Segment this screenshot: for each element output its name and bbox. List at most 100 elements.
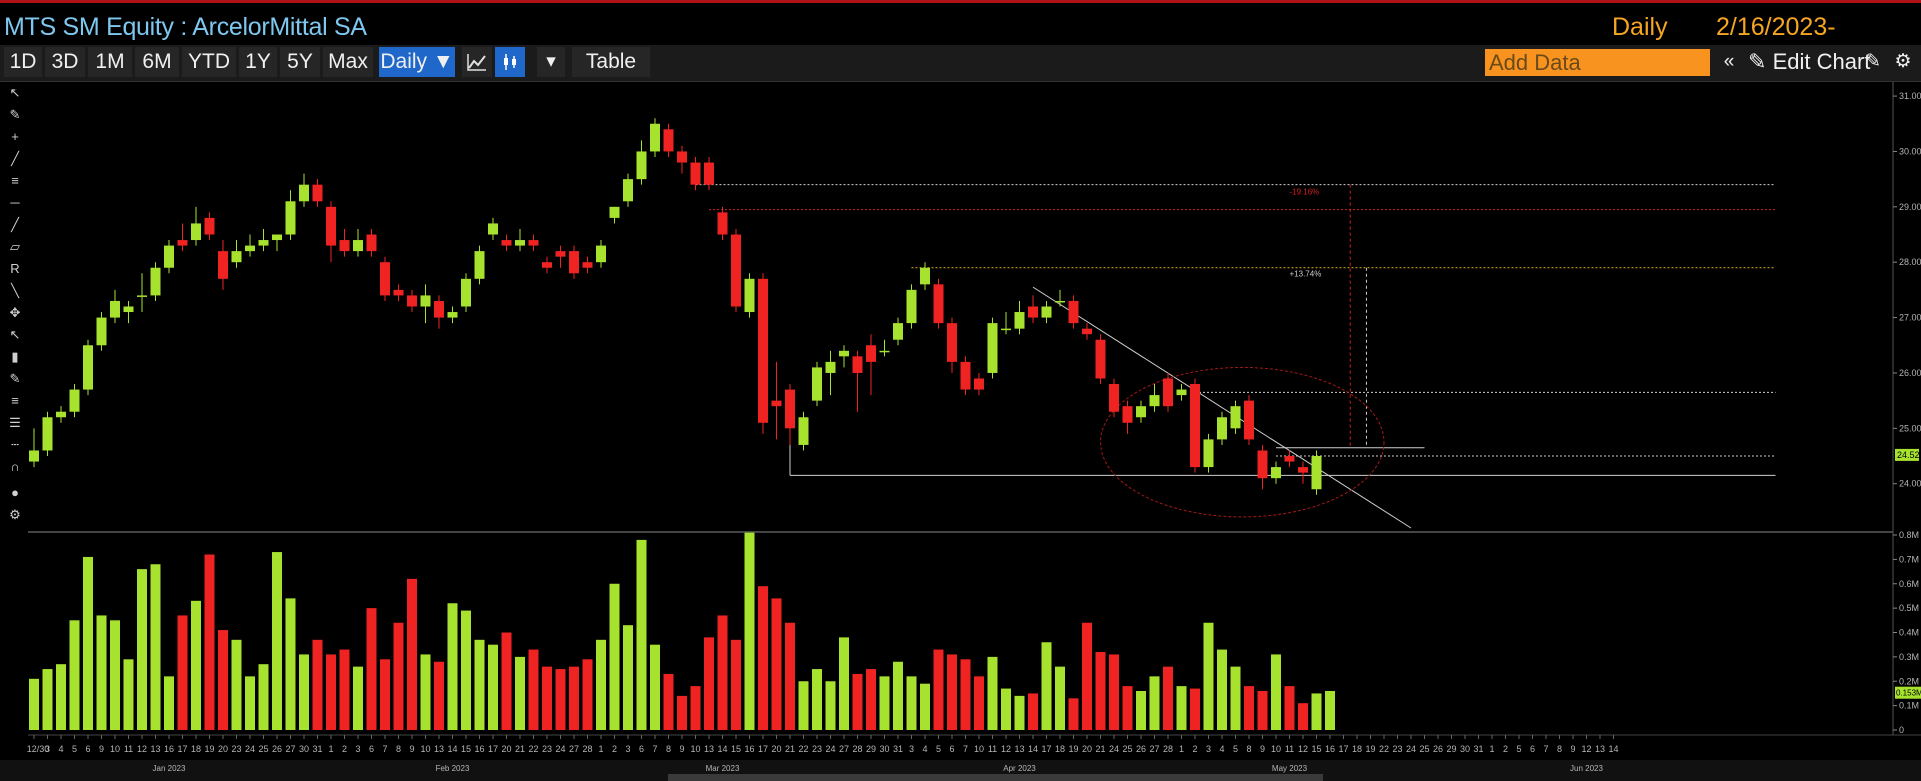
move-tool-icon[interactable]: ✥	[9, 305, 21, 320]
time-tick-label: 6	[85, 744, 90, 754]
candle-body	[1149, 395, 1160, 407]
volume-bar	[515, 656, 525, 730]
month-label: Jan 2023	[153, 764, 186, 773]
candlestick-icon[interactable]	[495, 47, 525, 77]
hline-tool-icon[interactable]: ─	[10, 195, 20, 210]
range-1d-button[interactable]: 1D	[4, 47, 42, 77]
range-ytd-button[interactable]: YTD	[182, 47, 236, 77]
time-tick-label: 12/30	[27, 744, 50, 754]
add-data-input[interactable]	[1485, 49, 1710, 76]
volume-bar	[704, 637, 714, 730]
trash-icon[interactable]: ▮	[11, 349, 19, 364]
volume-bar	[1230, 666, 1241, 730]
candle-body	[96, 317, 107, 346]
period-label[interactable]: Daily	[1612, 13, 1668, 41]
settings-icon[interactable]: ⚙	[9, 507, 21, 522]
volume-bar	[852, 673, 863, 730]
last-price-label: 24.52	[1897, 450, 1920, 460]
candle-body	[137, 295, 147, 297]
volume-bar	[272, 552, 282, 730]
volume-bar	[812, 669, 822, 730]
time-tick-label: 23	[1392, 744, 1402, 754]
range-1y-button[interactable]: 1Y	[239, 47, 277, 77]
table-button[interactable]: Table	[572, 47, 650, 77]
volume-bar	[636, 539, 647, 730]
style-dash-icon[interactable]: ┄	[11, 437, 19, 452]
interval-dropdown[interactable]: Daily ▼	[379, 47, 455, 77]
style-pen-icon[interactable]: ✎	[9, 371, 21, 386]
time-tick-label: 24	[1109, 744, 1119, 754]
edit-settings-icon[interactable]: ✎	[1865, 51, 1881, 72]
candle-body	[29, 450, 39, 462]
pencil-icon: ✎	[1748, 49, 1767, 74]
pen-icon[interactable]: ✎	[9, 107, 21, 122]
time-tick-label: 24	[1406, 744, 1416, 754]
month-label: Feb 2023	[436, 764, 470, 773]
channel-tool-icon[interactable]: ▱	[10, 239, 20, 254]
line-chart-icon[interactable]	[462, 47, 492, 77]
fib-tool-icon[interactable]: ≡	[11, 173, 19, 188]
range-1m-button[interactable]: 1M	[88, 47, 132, 77]
volume-bar	[569, 666, 579, 730]
gear-icon[interactable]: ⚙	[1894, 51, 1912, 72]
time-tick-label: 28	[852, 744, 862, 754]
time-tick-label: 2	[1503, 744, 1508, 754]
palette-icon[interactable]: ●	[11, 485, 19, 500]
time-tick-label: 22	[798, 744, 808, 754]
select-tool-icon[interactable]: ↖	[9, 327, 21, 342]
month-label: Mar 2023	[706, 764, 740, 773]
time-tick-label: 30	[299, 744, 309, 754]
volume-tick-label: 0.7M	[1899, 554, 1919, 564]
style-width-icon[interactable]: ☰	[9, 415, 21, 430]
volume-bar	[501, 632, 512, 730]
edit-chart-button[interactable]: ✎ Edit Chart	[1748, 49, 1871, 74]
volume-bar	[461, 610, 471, 730]
style-line-icon[interactable]: ≡	[11, 393, 19, 408]
time-tick-label: 3	[625, 744, 630, 754]
trend-tool-icon[interactable]: ╱	[11, 217, 19, 232]
range-6m-button[interactable]: 6M	[135, 47, 179, 77]
volume-bar	[920, 683, 930, 730]
brush-tool-icon[interactable]: ╲	[11, 283, 19, 298]
volume-bar	[407, 578, 417, 730]
time-tick-label: 14	[1028, 744, 1038, 754]
price-tick-label: 28.00	[1899, 257, 1921, 267]
magnet-icon[interactable]: ∩	[10, 459, 20, 474]
time-tick-label: 29	[1446, 744, 1456, 754]
line-tool-icon[interactable]: ╱	[11, 151, 19, 166]
candle-body	[1271, 467, 1281, 479]
volume-bar	[839, 637, 849, 730]
time-tick-label: 17	[177, 744, 187, 754]
candle-body	[1109, 384, 1119, 412]
candle-body	[42, 417, 53, 451]
volume-bar	[231, 639, 242, 730]
candle-body	[893, 323, 903, 340]
candle-body	[879, 350, 890, 353]
time-tick-label: 30	[879, 744, 889, 754]
time-tick-label: 24	[245, 744, 255, 754]
volume-tick-label: 0.5M	[1899, 603, 1919, 613]
volume-bar	[1055, 666, 1065, 730]
cross-tool-icon[interactable]: +	[11, 129, 19, 144]
double-chevron-left-icon[interactable]: «	[1723, 51, 1735, 72]
volume-bar	[1095, 652, 1106, 730]
candle-body	[1311, 456, 1322, 490]
volume-bar	[420, 654, 431, 730]
time-tick-label: 10	[974, 744, 984, 754]
chart-type-dropdown-icon[interactable]: ▾	[537, 47, 565, 77]
time-tick-label: 14	[717, 744, 727, 754]
candle-body	[1298, 467, 1308, 473]
cursor-icon[interactable]: ↖	[9, 85, 21, 100]
range-3d-button[interactable]: 3D	[45, 47, 85, 77]
volume-bar	[1136, 691, 1146, 730]
volume-bar	[717, 615, 728, 730]
volume-bar	[1068, 698, 1079, 730]
range-max-button[interactable]: Max	[323, 47, 373, 77]
time-tick-label: 11	[988, 744, 997, 754]
candle-body	[987, 323, 998, 373]
text-tool-icon[interactable]: R	[10, 261, 20, 276]
toolbar: 1D 3D 1M 6M YTD 1Y 5Y Max Daily ▼ ▾ Tabl…	[0, 45, 1921, 82]
time-tick-label: 21	[1095, 744, 1105, 754]
range-5y-button[interactable]: 5Y	[280, 47, 320, 77]
